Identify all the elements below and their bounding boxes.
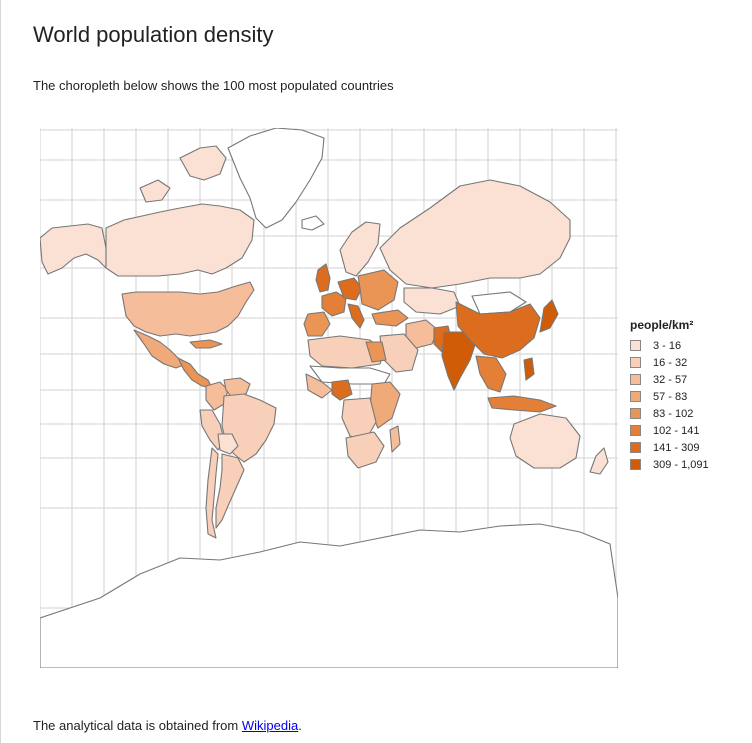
country-venezuela[interactable] [223, 377, 251, 399]
page-subtitle: The choropleth below shows the 100 most … [33, 78, 394, 93]
country-north-africa[interactable] [307, 335, 385, 369]
country-egypt[interactable] [365, 341, 387, 363]
legend-label: 309 - 1,091 [653, 458, 709, 471]
country-greenland[interactable] [227, 128, 325, 229]
country-new-zealand[interactable] [589, 447, 609, 475]
country-australia[interactable] [509, 413, 581, 469]
country-kazakhstan[interactable] [403, 287, 461, 315]
legend-swatch [630, 408, 641, 419]
country-indonesia[interactable] [487, 395, 557, 413]
country-southeast-asia[interactable] [475, 355, 507, 393]
wikipedia-link[interactable]: Wikipedia [241, 718, 299, 733]
country-germany[interactable] [337, 277, 363, 301]
legend-swatch [630, 357, 641, 368]
country-france[interactable] [321, 291, 347, 317]
legend-item: 16 - 32 [630, 354, 709, 371]
country-iceland[interactable] [301, 215, 325, 231]
legend-title: people/km² [630, 318, 694, 332]
country-sahel[interactable] [309, 365, 391, 385]
country-italy[interactable] [347, 303, 365, 329]
footer-note: The analytical data is obtained from Wik… [33, 718, 302, 733]
map-legend: people/km² 3 - 16 16 - 32 32 - 57 57 - 83 83… [630, 318, 709, 473]
country-southern-africa[interactable] [345, 431, 385, 469]
country-bolivia[interactable] [217, 433, 239, 455]
country-alaska[interactable] [40, 223, 107, 275]
country-eastern-europe[interactable] [357, 269, 399, 311]
page-title: World population density [33, 22, 274, 47]
left-rule [0, 0, 1, 743]
country-canada[interactable] [139, 179, 171, 203]
legend-label: 83 - 102 [653, 407, 694, 420]
legend-label: 57 - 83 [653, 390, 688, 403]
legend-swatch [630, 425, 641, 436]
country-madagascar[interactable] [389, 425, 401, 453]
legend-item: 3 - 16 [630, 337, 709, 354]
legend-swatch [630, 374, 641, 385]
legend-item: 83 - 102 [630, 405, 709, 422]
country-central-america[interactable] [189, 339, 223, 349]
legend-label: 32 - 57 [653, 373, 688, 386]
legend-label: 141 - 309 [653, 441, 700, 454]
country-scandinavia[interactable] [339, 221, 381, 277]
legend-item: 32 - 57 [630, 371, 709, 388]
country-chile[interactable] [205, 447, 219, 539]
legend-swatch [630, 459, 641, 470]
country-argentina[interactable] [215, 453, 245, 529]
legend-swatch [630, 442, 641, 453]
legend-item: 141 - 309 [630, 439, 709, 456]
country-antarctica[interactable] [40, 523, 618, 668]
legend-item: 102 - 141 [630, 422, 709, 439]
country-russia[interactable] [379, 179, 571, 289]
country-china[interactable] [455, 301, 541, 359]
footer-prefix: The analytical data is obtained from [33, 718, 242, 733]
choropleth-map[interactable] [40, 128, 618, 668]
country-turkey[interactable] [371, 309, 409, 327]
country-canada[interactable] [179, 145, 227, 181]
country-mongolia[interactable] [471, 291, 527, 315]
country-canada[interactable] [105, 203, 255, 277]
legend-swatch [630, 391, 641, 402]
legend-swatch [630, 340, 641, 351]
footer-suffix: . [298, 718, 302, 733]
country-japan[interactable] [539, 299, 559, 333]
legend-item: 309 - 1,091 [630, 456, 709, 473]
country-uk[interactable] [315, 263, 331, 293]
country-west-africa[interactable] [305, 373, 333, 399]
legend-item: 57 - 83 [630, 388, 709, 405]
country-philippines[interactable] [523, 357, 535, 381]
country-iberia[interactable] [303, 311, 331, 337]
legend-label: 16 - 32 [653, 356, 688, 369]
country-usa[interactable] [121, 281, 255, 337]
legend-label: 3 - 16 [653, 339, 682, 352]
legend-label: 102 - 141 [653, 424, 700, 437]
country-nigeria[interactable] [331, 379, 353, 401]
country-central-america[interactable] [177, 357, 213, 389]
map-svg[interactable] [40, 128, 618, 668]
country-shapes[interactable] [40, 128, 618, 668]
